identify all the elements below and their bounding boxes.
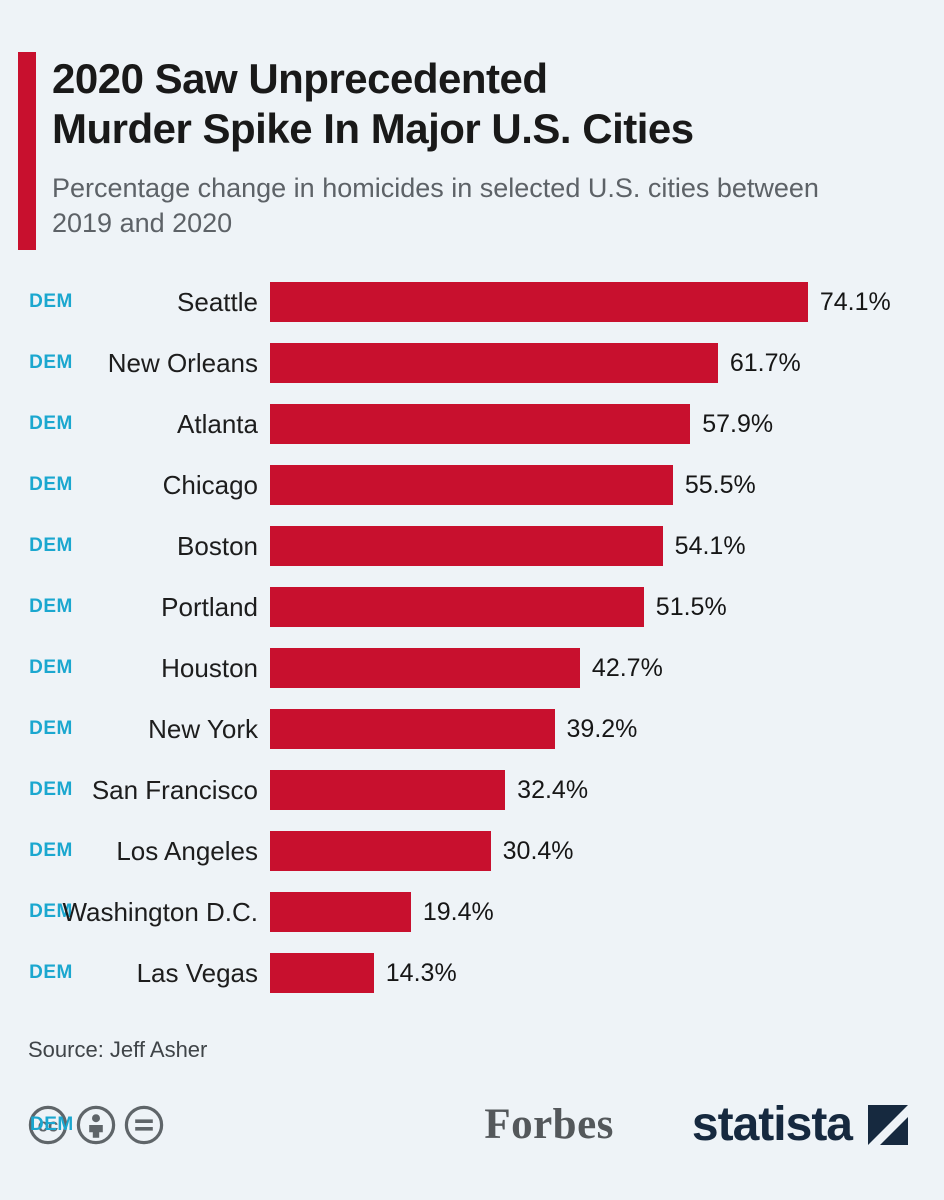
attribution-icon — [76, 1105, 116, 1145]
bar-area: 61.7% — [270, 343, 916, 383]
party-tag: DEM — [29, 474, 73, 495]
page-subtitle: Percentage change in homicides in select… — [52, 172, 819, 238]
party-tag: DEM — [29, 535, 73, 556]
chart-row: DEM San Francisco 32.4% — [18, 770, 916, 810]
city-label: New York — [148, 713, 258, 744]
bar-chart: DEM Seattle 74.1% DEM New Orleans 61.7% … — [18, 282, 916, 993]
bar — [270, 648, 580, 688]
city-label: Houston — [161, 652, 258, 683]
bar-area: 14.3% — [270, 953, 916, 993]
value-label: 74.1% — [819, 287, 891, 316]
bar-area: 32.4% — [270, 770, 916, 810]
statista-mark-icon — [868, 1104, 908, 1145]
city-label: Atlanta — [177, 408, 258, 439]
party-tag: DEM — [29, 779, 73, 800]
bar — [270, 343, 718, 383]
value-label: 55.5% — [684, 470, 756, 499]
bar-area: 51.5% — [270, 587, 916, 627]
page-title-line2: Murder Spike In Major U.S. Cities — [52, 105, 694, 153]
page-title: 2020 Saw Unprecedented Murder Spike In M… — [52, 54, 872, 155]
chart-row: DEM Los Angeles 30.4% — [18, 831, 916, 871]
bar-area: 39.2% — [270, 709, 916, 749]
city-label: Chicago — [162, 469, 258, 500]
value-label: 30.4% — [502, 836, 574, 865]
party-tag: DEM — [29, 718, 73, 739]
chart-row: DEM Portland 51.5% — [18, 587, 916, 627]
bar-area: 42.7% — [270, 648, 916, 688]
bar — [270, 526, 663, 566]
svg-text:cc: cc — [38, 1114, 58, 1135]
chart-row: DEM Seattle 74.1% — [18, 282, 916, 322]
value-label: 51.5% — [655, 592, 727, 621]
party-tag: DEM — [29, 840, 73, 861]
bar-area: 54.1% — [270, 526, 916, 566]
bar-area: 57.9% — [270, 404, 916, 444]
city-label: San Francisco — [91, 774, 258, 805]
bar-area: 30.4% — [270, 831, 916, 871]
bar — [270, 892, 411, 932]
city-label: Boston — [177, 530, 258, 561]
header: 2020 Saw Unprecedented Murder Spike In M… — [18, 52, 916, 250]
chart-row: DEM Washington D.C. 19.4% — [18, 892, 916, 932]
value-label: 54.1% — [674, 531, 746, 560]
chart-row: DEM Boston 54.1% — [18, 526, 916, 566]
party-tag: DEM — [29, 657, 73, 678]
city-label: New Orleans — [107, 347, 258, 378]
value-label: 14.3% — [385, 958, 457, 987]
statista-logo: statista — [692, 1097, 910, 1152]
chart-row: DEM New York 39.2% — [18, 709, 916, 749]
city-label: Washington D.C. — [62, 896, 258, 927]
license-icons: DEM cc — [28, 1105, 164, 1145]
bar — [270, 770, 506, 810]
party-tag: DEM — [29, 901, 73, 922]
bar — [270, 587, 644, 627]
bar — [270, 831, 491, 871]
brand-logos: Forbes statista — [484, 1097, 910, 1152]
party-tag: DEM — [29, 352, 73, 373]
bar — [270, 953, 374, 993]
chart-row: DEM Atlanta 57.9% — [18, 404, 916, 444]
bar — [270, 282, 808, 322]
bar — [270, 709, 555, 749]
chart-row: DEM New Orleans 61.7% — [18, 343, 916, 383]
value-label: 42.7% — [591, 653, 663, 682]
city-label: Las Vegas — [136, 957, 258, 988]
party-tag: DEM — [29, 962, 73, 983]
city-label: Los Angeles — [116, 835, 258, 866]
value-label: 19.4% — [422, 897, 494, 926]
chart-row: DEM Houston 42.7% — [18, 648, 916, 688]
value-label: 61.7% — [729, 348, 801, 377]
footer: Source: Jeff Asher DEM cc — [18, 1037, 916, 1152]
value-label: 39.2% — [566, 714, 638, 743]
page-title-line1: 2020 Saw Unprecedented — [52, 55, 548, 102]
party-tag: DEM — [29, 596, 73, 617]
title-accent-bar — [18, 52, 36, 250]
statista-wordmark: statista — [691, 1098, 853, 1151]
bar-area: 19.4% — [270, 892, 916, 932]
value-label: 57.9% — [702, 409, 774, 438]
footer-bottom: DEM cc — [28, 1097, 916, 1152]
party-tag: DEM — [29, 413, 73, 434]
bar-area: 74.1% — [270, 282, 916, 322]
title-block: 2020 Saw Unprecedented Murder Spike In M… — [52, 52, 872, 250]
party-tag: DEM — [29, 291, 73, 312]
bar-area: 55.5% — [270, 465, 916, 505]
dem-overlay-text: DEM — [30, 1113, 74, 1135]
value-label: 32.4% — [517, 775, 589, 804]
source-text: Source: Jeff Asher — [28, 1037, 208, 1062]
cc-icon: cc — [28, 1105, 68, 1145]
forbes-logo: Forbes — [484, 1101, 614, 1148]
city-label: Portland — [161, 591, 258, 622]
chart-row: DEM Las Vegas 14.3% — [18, 953, 916, 993]
city-label: Seattle — [177, 286, 258, 317]
bar — [270, 404, 691, 444]
bar — [270, 465, 673, 505]
equals-icon — [124, 1105, 164, 1145]
chart-row: DEM Chicago 55.5% — [18, 465, 916, 505]
